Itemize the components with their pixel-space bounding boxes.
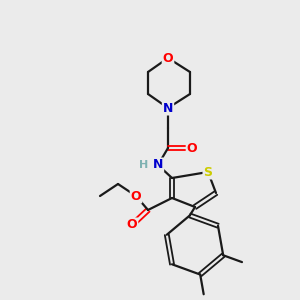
Text: O: O [131, 190, 141, 202]
Text: O: O [163, 52, 173, 64]
Text: H: H [140, 160, 148, 170]
Text: O: O [187, 142, 197, 154]
Text: N: N [153, 158, 163, 172]
Text: S: S [203, 166, 212, 178]
Text: O: O [127, 218, 137, 232]
Text: N: N [163, 101, 173, 115]
